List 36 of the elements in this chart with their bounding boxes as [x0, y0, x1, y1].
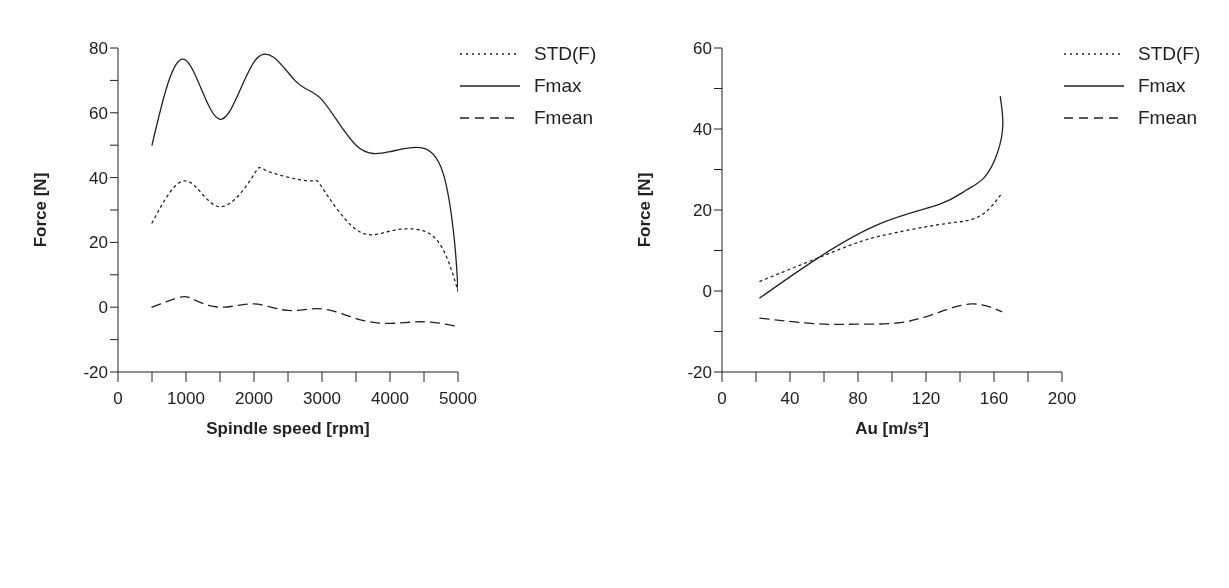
line-series [759, 95, 1004, 299]
x-tick-label: 5000 [439, 389, 477, 409]
y-tick-label: -20 [83, 363, 108, 383]
y-tick-label: 40 [89, 168, 108, 188]
x-axis-title: Au [m/s²] [855, 419, 929, 438]
y-tick-label: 60 [89, 103, 108, 123]
y-tick-label: 0 [702, 282, 712, 302]
legend-label: Fmean [534, 107, 594, 129]
legend-label: Fmean [1138, 107, 1198, 129]
x-tick-label: 0 [113, 389, 123, 409]
y-tick-label: -20 [687, 363, 712, 383]
x-axis-title: Spindle speed [rpm] [206, 419, 370, 438]
y-tick-label: 80 [89, 39, 108, 59]
x-tick-label: 40 [780, 389, 800, 409]
x-tick-label: 2000 [235, 389, 273, 409]
x-tick-label: 200 [1047, 389, 1077, 409]
y-tick-label: 0 [98, 298, 108, 318]
x-tick-label: 120 [911, 389, 941, 409]
legend-label: STD(F) [534, 43, 597, 65]
y-axis-title: Force [N] [635, 172, 654, 248]
x-tick-label: 0 [717, 389, 727, 409]
x-tick-label: 4000 [371, 389, 409, 409]
y-axis-title: Force [N] [31, 172, 50, 248]
line-series [151, 295, 458, 328]
x-tick-label: 80 [848, 389, 868, 409]
legend-label: Fmax [534, 75, 582, 97]
x-tick-label: 3000 [303, 389, 341, 409]
legend-label: STD(F) [1138, 43, 1201, 65]
y-tick-label: 20 [89, 233, 108, 253]
line-series [759, 303, 1003, 326]
x-tick-label: 160 [979, 389, 1009, 409]
legend-label: Fmax [1138, 75, 1186, 97]
y-tick-label: 20 [693, 201, 712, 221]
y-tick-label: 60 [693, 39, 712, 59]
x-tick-label: 1000 [167, 389, 205, 409]
y-tick-label: 40 [693, 120, 712, 140]
